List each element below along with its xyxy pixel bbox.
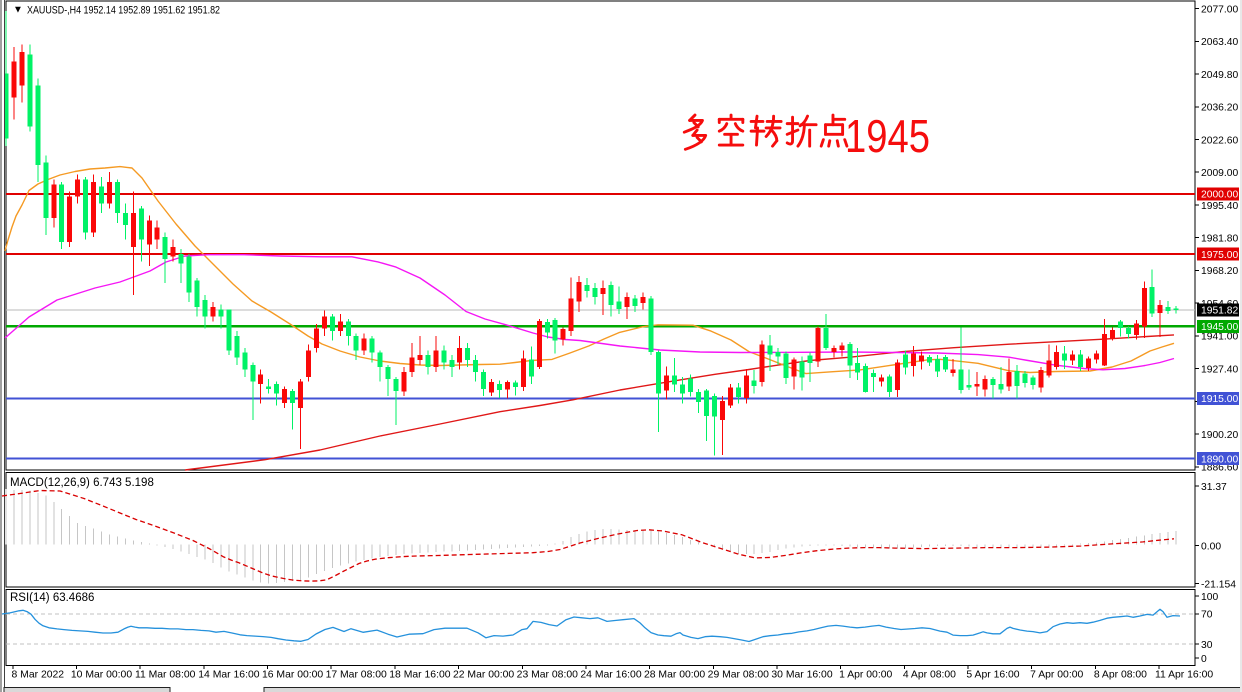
svg-text:17 Mar 08:00: 17 Mar 08:00 [326,670,387,681]
svg-text:1951.82: 1951.82 [1201,306,1238,317]
svg-text:1975.00: 1975.00 [1201,250,1238,261]
svg-text:2022.60: 2022.60 [1201,135,1238,146]
svg-text:22 Mar 00:00: 22 Mar 00:00 [453,670,514,681]
svg-text:24 Mar 16:00: 24 Mar 16:00 [580,670,641,681]
svg-text:31.37: 31.37 [1201,482,1227,493]
svg-text:4 Apr 08:00: 4 Apr 08:00 [903,670,956,681]
svg-text:2036.20: 2036.20 [1201,103,1238,114]
svg-text:30: 30 [1201,640,1213,651]
svg-text:1995.40: 1995.40 [1201,201,1238,212]
svg-text:29 Mar 08:00: 29 Mar 08:00 [708,670,769,681]
svg-text:7 Apr 00:00: 7 Apr 00:00 [1030,670,1083,681]
svg-text:14 Mar 16:00: 14 Mar 16:00 [198,670,259,681]
svg-text:-21.154: -21.154 [1201,579,1236,590]
svg-text:MACD(12,26,9) 6.743 5.198: MACD(12,26,9) 6.743 5.198 [10,477,154,489]
svg-text:XAUUSD-,H4 1952.14 1952.89 19: XAUUSD-,H4 1952.14 1952.89 1951.62 1951.… [27,5,220,17]
svg-text:100: 100 [1201,592,1218,603]
svg-text:28 Mar 00:00: 28 Mar 00:00 [644,670,705,681]
svg-text:10 Mar 00:00: 10 Mar 00:00 [71,670,132,681]
svg-text:1981.80: 1981.80 [1201,234,1238,245]
svg-text:1941.00: 1941.00 [1201,332,1238,343]
svg-text:1 Apr 00:00: 1 Apr 00:00 [839,670,892,681]
svg-text:2049.80: 2049.80 [1201,70,1238,81]
svg-text:1915.00: 1915.00 [1201,394,1238,405]
svg-text:1945: 1945 [845,110,930,162]
svg-text:8 Apr 08:00: 8 Apr 08:00 [1094,670,1147,681]
svg-text:1945.00: 1945.00 [1201,322,1238,333]
svg-text:1890.00: 1890.00 [1201,454,1238,465]
svg-text:1927.40: 1927.40 [1201,364,1238,375]
svg-text:8 Mar 2022: 8 Mar 2022 [12,670,65,681]
svg-text:▼: ▼ [13,5,23,16]
svg-text:0: 0 [1201,654,1207,665]
svg-text:1886.60: 1886.60 [1201,463,1238,474]
svg-text:1968.20: 1968.20 [1201,266,1238,277]
svg-text:RSI(14) 63.4686: RSI(14) 63.4686 [10,592,94,604]
svg-text:2000.00: 2000.00 [1201,190,1238,201]
svg-text:18 Mar 16:00: 18 Mar 16:00 [389,670,450,681]
svg-text:23 Mar 08:00: 23 Mar 08:00 [517,670,578,681]
svg-text:16 Mar 00:00: 16 Mar 00:00 [262,670,323,681]
svg-text:30 Mar 16:00: 30 Mar 16:00 [771,670,832,681]
svg-text:11 Mar 08:00: 11 Mar 08:00 [135,670,196,681]
svg-text:0.00: 0.00 [1201,541,1221,552]
svg-text:2077.00: 2077.00 [1201,4,1238,15]
svg-text:1900.20: 1900.20 [1201,430,1238,441]
svg-text:5 Apr 16:00: 5 Apr 16:00 [966,670,1019,681]
svg-text:11 Apr 16:00: 11 Apr 16:00 [1155,670,1213,681]
svg-text:70: 70 [1201,610,1213,621]
svg-text:2009.00: 2009.00 [1201,168,1238,179]
svg-text:2063.40: 2063.40 [1201,37,1238,48]
